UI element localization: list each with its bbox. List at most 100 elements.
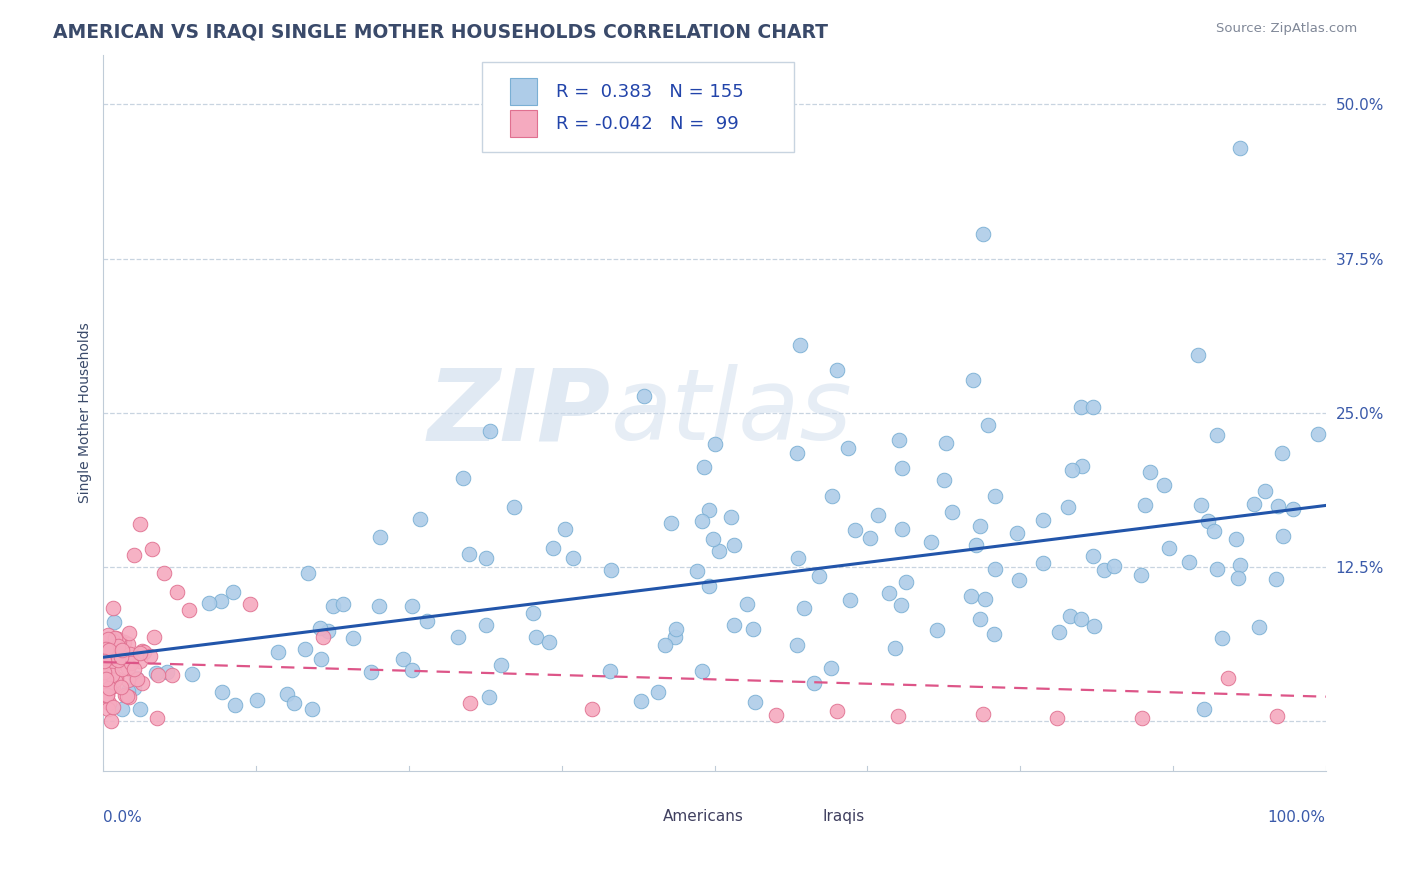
- Point: [94, 672, 117, 686]
- Point: [117, 673, 139, 688]
- Text: AMERICAN VS IRAQI SINGLE MOTHER HOUSEHOLDS CORRELATION CHART: AMERICAN VS IRAQI SINGLE MOTHER HOUSEHOL…: [53, 22, 828, 41]
- Point: [581, 702, 603, 716]
- Text: Iraqis: Iraqis: [823, 809, 865, 824]
- Point: [693, 460, 716, 475]
- Point: [1247, 620, 1270, 634]
- FancyBboxPatch shape: [510, 111, 537, 137]
- Point: [599, 664, 621, 678]
- Point: [522, 606, 544, 620]
- Point: [97, 628, 120, 642]
- Point: [744, 695, 766, 709]
- Point: [122, 548, 145, 562]
- Point: [117, 661, 139, 675]
- Point: [297, 566, 319, 581]
- Point: [965, 538, 987, 552]
- Point: [103, 658, 125, 673]
- FancyBboxPatch shape: [628, 809, 655, 824]
- Point: [1059, 608, 1081, 623]
- Point: [96, 688, 118, 702]
- Point: [887, 709, 910, 723]
- Point: [491, 658, 513, 673]
- Point: [1153, 477, 1175, 491]
- Point: [1216, 671, 1239, 685]
- Point: [368, 599, 391, 613]
- Point: [1206, 562, 1229, 576]
- Point: [276, 687, 298, 701]
- Point: [983, 627, 1005, 641]
- Text: R =  0.383   N = 155: R = 0.383 N = 155: [555, 83, 744, 101]
- Point: [702, 532, 724, 546]
- Point: [654, 638, 676, 652]
- Point: [93, 663, 115, 677]
- Point: [98, 646, 121, 660]
- Text: ZIP: ZIP: [427, 365, 610, 461]
- Point: [118, 626, 141, 640]
- Point: [661, 516, 683, 531]
- Point: [94, 665, 117, 679]
- Point: [962, 373, 984, 387]
- Point: [94, 642, 117, 657]
- Point: [1192, 702, 1215, 716]
- Point: [415, 614, 437, 628]
- Point: [309, 652, 332, 666]
- Point: [139, 649, 162, 664]
- Point: [821, 489, 844, 503]
- Point: [107, 639, 129, 653]
- Point: [100, 714, 122, 729]
- Point: [1265, 572, 1288, 586]
- Text: Source: ZipAtlas.com: Source: ZipAtlas.com: [1216, 22, 1357, 36]
- Point: [93, 654, 115, 668]
- Point: [844, 523, 866, 537]
- Point: [97, 681, 120, 696]
- Point: [97, 642, 120, 657]
- Point: [1267, 500, 1289, 514]
- Point: [1135, 498, 1157, 512]
- Point: [690, 514, 713, 528]
- Point: [1253, 483, 1275, 498]
- Point: [197, 596, 219, 610]
- Point: [787, 550, 810, 565]
- Point: [125, 672, 148, 686]
- Point: [786, 638, 808, 652]
- Point: [97, 696, 120, 710]
- Point: [1178, 555, 1201, 569]
- Point: [309, 621, 332, 635]
- Point: [100, 649, 122, 664]
- Point: [93, 647, 115, 661]
- Point: [1046, 711, 1069, 725]
- Point: [100, 679, 122, 693]
- Point: [316, 624, 339, 638]
- Point: [887, 434, 910, 448]
- Point: [1229, 141, 1251, 155]
- Point: [145, 666, 167, 681]
- Point: [104, 671, 127, 685]
- Point: [93, 665, 115, 679]
- Point: [877, 586, 900, 600]
- Text: Americans: Americans: [664, 809, 744, 824]
- Point: [222, 584, 245, 599]
- Point: [120, 657, 142, 671]
- Point: [920, 535, 942, 549]
- Point: [160, 668, 183, 682]
- Point: [96, 688, 118, 702]
- Point: [630, 694, 652, 708]
- Point: [1102, 559, 1125, 574]
- Text: 0.0%: 0.0%: [104, 810, 142, 825]
- Point: [283, 696, 305, 710]
- Point: [894, 574, 917, 589]
- Text: 100.0%: 100.0%: [1268, 810, 1326, 825]
- Point: [104, 650, 127, 665]
- Point: [1243, 497, 1265, 511]
- Point: [111, 643, 134, 657]
- Point: [1225, 533, 1247, 547]
- Point: [96, 671, 118, 685]
- Point: [392, 652, 415, 666]
- Point: [789, 338, 811, 352]
- Point: [984, 489, 1007, 503]
- Point: [697, 503, 720, 517]
- Point: [723, 538, 745, 552]
- Point: [697, 578, 720, 592]
- Point: [972, 706, 994, 721]
- Point: [97, 632, 120, 647]
- Point: [94, 677, 117, 691]
